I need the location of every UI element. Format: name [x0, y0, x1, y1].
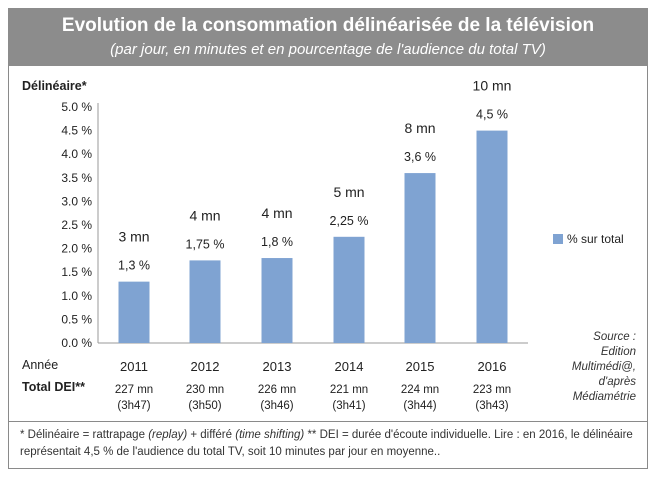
- value-label: 3,6 %: [404, 150, 436, 164]
- dei-minutes: 223 mn: [473, 384, 511, 396]
- source-line-5: Médiamétrie: [572, 391, 636, 403]
- y-tick-label: 3.5 %: [61, 171, 92, 185]
- dei-hours: (3h47): [117, 400, 150, 412]
- x-tick-label: 2011: [120, 359, 148, 374]
- footnote-part-3: ** DEI = durée d'écoute individuelle. Li…: [20, 429, 633, 458]
- dei-row-label: Total DEI**: [22, 380, 85, 394]
- bar: [333, 236, 365, 343]
- footnote-replay: (replay): [148, 429, 188, 441]
- dei-hours: (3h46): [260, 400, 293, 412]
- minutes-label: 4 mn: [261, 205, 292, 221]
- bar: [404, 173, 436, 343]
- chart-title: Evolution de la consommation délinéarisé…: [61, 15, 595, 36]
- chart-subtitle: (par jour, en minutes et en pourcentage …: [110, 41, 546, 58]
- minutes-label: 10 mn: [473, 78, 512, 94]
- year-row-label: Année: [22, 358, 59, 372]
- x-tick-label: 2013: [263, 359, 292, 374]
- y-tick-label: 1.0 %: [61, 289, 92, 303]
- minutes-label: 3 mn: [118, 229, 149, 245]
- dei-minutes: 221 mn: [330, 384, 368, 396]
- dei-hours: (3h41): [332, 400, 365, 412]
- y-axis-title: Délinéaire*: [22, 79, 87, 93]
- x-tick-label: 2014: [335, 359, 364, 374]
- value-label: 1,75 %: [186, 237, 225, 251]
- value-label: 1,8 %: [261, 235, 293, 249]
- y-tick-label: 2.0 %: [61, 242, 92, 256]
- dei-hours: (3h44): [403, 400, 436, 412]
- y-tick-label: 2.5 %: [61, 218, 92, 232]
- bar: [118, 281, 150, 343]
- dei-minutes: 227 mn: [115, 384, 153, 396]
- y-tick-label: 0.0 %: [61, 336, 92, 350]
- value-label: 4,5 %: [476, 108, 508, 122]
- y-tick-label: 3.0 %: [61, 194, 92, 208]
- dei-hours: (3h50): [188, 400, 221, 412]
- x-tick-label: 2015: [406, 359, 435, 374]
- minutes-label: 5 mn: [333, 184, 364, 200]
- value-label: 2,25 %: [330, 214, 369, 228]
- source-line-4: d'après: [598, 376, 636, 388]
- y-tick-label: 1.5 %: [61, 265, 92, 279]
- y-tick-label: 0.5 %: [61, 312, 92, 326]
- footnote-part-1: * Délinéaire = rattrapage: [20, 429, 149, 441]
- minutes-label: 8 mn: [404, 120, 435, 136]
- bar: [261, 258, 293, 343]
- header-banner: Evolution de la consommation délinéarisé…: [8, 8, 648, 66]
- legend: % sur total: [553, 232, 624, 246]
- legend-swatch: [553, 234, 563, 244]
- footnote-divider: [8, 421, 648, 422]
- source-note: Source : Edition Multimédi@, d'après Méd…: [526, 330, 636, 405]
- dei-minutes: 224 mn: [401, 384, 439, 396]
- dei-minutes: 230 mn: [186, 384, 224, 396]
- y-tick-label: 4.0 %: [61, 147, 92, 161]
- y-tick-label: 4.5 %: [61, 124, 92, 138]
- bar: [476, 130, 508, 343]
- x-tick-label: 2012: [191, 359, 220, 374]
- footnote-part-2: + différé: [187, 429, 236, 441]
- value-label: 1,3 %: [118, 259, 150, 273]
- dei-hours: (3h43): [475, 400, 508, 412]
- minutes-label: 4 mn: [189, 207, 220, 223]
- source-line-3: Multimédi@,: [571, 361, 636, 373]
- y-tick-label: 5.0 %: [61, 100, 92, 114]
- dei-minutes: 226 mn: [258, 384, 296, 396]
- source-line-2: Edition: [600, 346, 636, 358]
- footnote-time-shifting: (time shifting): [235, 429, 305, 441]
- x-tick-label: 2016: [478, 359, 507, 374]
- bar: [189, 260, 221, 343]
- source-line-1: Source :: [593, 331, 636, 343]
- footnote: * Délinéaire = rattrapage (replay) + dif…: [20, 427, 638, 461]
- legend-label: % sur total: [567, 232, 624, 246]
